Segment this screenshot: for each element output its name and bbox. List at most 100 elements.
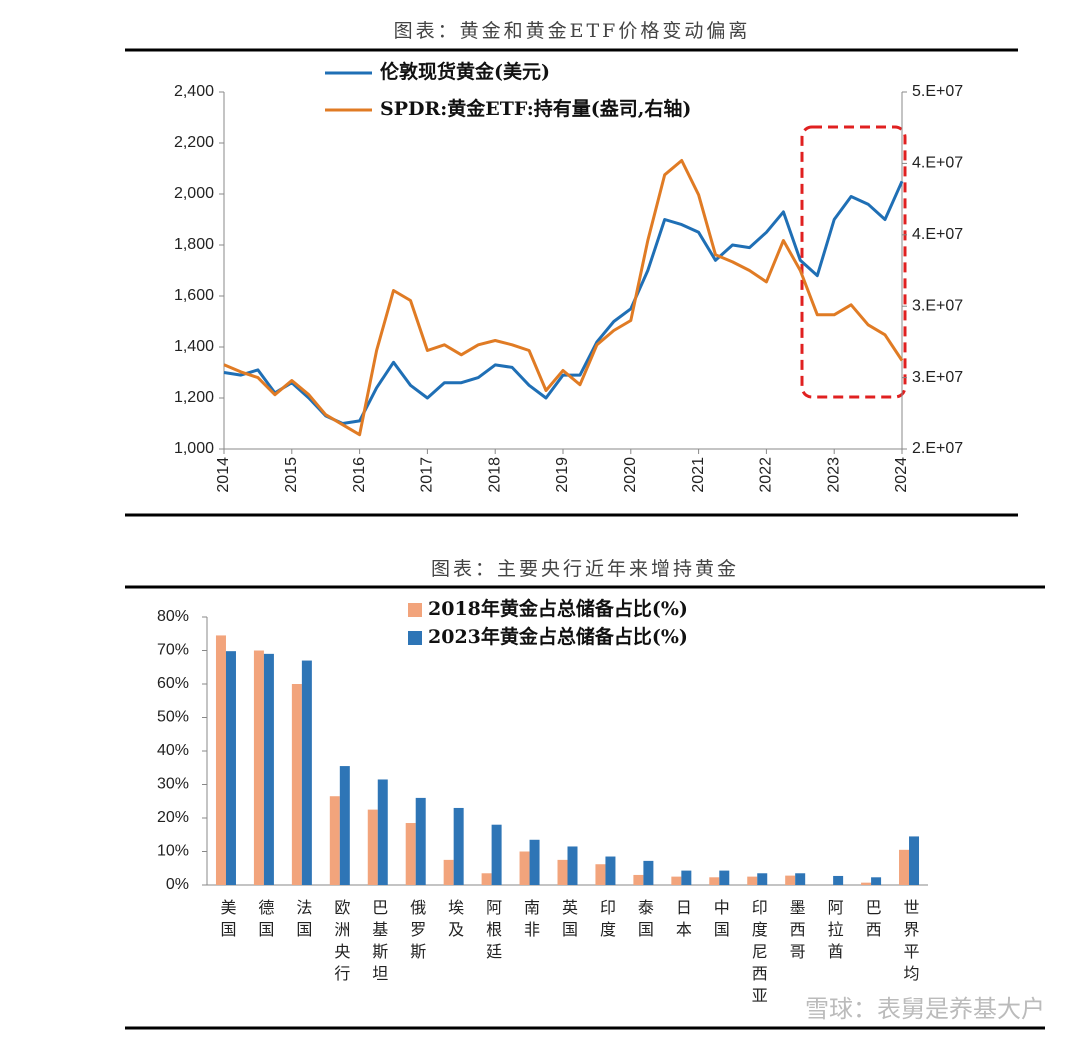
- bar: [871, 877, 882, 885]
- bar: [443, 859, 454, 885]
- x-tick-label: 印度尼西亚: [749, 899, 768, 1009]
- bar: [719, 870, 730, 885]
- legend-label: 伦敦现货黄金(美元): [380, 60, 550, 83]
- bar: [709, 877, 720, 885]
- bar: [757, 873, 768, 885]
- x-tick-label: 阿拉酋: [825, 899, 844, 965]
- y-tick-label: 60%: [157, 675, 189, 692]
- x-tick-label: 俄罗斯: [407, 899, 426, 965]
- bar: [301, 660, 312, 885]
- bar: [405, 823, 416, 885]
- x-tick-label: 2021: [690, 457, 707, 493]
- y2-tick-label: 4.E+07: [912, 155, 963, 172]
- bar: [643, 860, 654, 885]
- legend-swatch: [408, 631, 422, 645]
- chart-title: 图表：黄金和黄金ETF价格变动偏离: [394, 20, 751, 42]
- bar: [253, 650, 264, 885]
- x-tick-label: 2023: [825, 457, 842, 493]
- legend-label: 2023年黄金占总储备占比(%): [428, 625, 688, 648]
- x-tick-label: 2024: [893, 457, 910, 493]
- y-tick-label: 10%: [157, 843, 189, 860]
- x-tick-label: 2022: [758, 457, 775, 493]
- legend-label: SPDR:黄金ETF:持有量(盎司,右轴): [380, 97, 691, 120]
- y-tick-label: 0%: [166, 876, 189, 893]
- bar: [225, 651, 236, 885]
- x-tick-label: 2017: [419, 457, 436, 493]
- bar: [785, 875, 796, 885]
- x-tick-label: 泰国: [635, 899, 654, 943]
- bar: [263, 653, 274, 885]
- y-tick-label: 1,600: [174, 287, 214, 304]
- y-tick-label: 40%: [157, 742, 189, 759]
- bar: [795, 873, 806, 885]
- legend-swatch: [408, 603, 422, 617]
- series-line: [223, 159, 904, 437]
- y2-tick-label: 2.E+07: [912, 440, 963, 457]
- bar: [291, 684, 302, 885]
- bar: [595, 864, 606, 885]
- y-tick-label: 1,000: [174, 440, 214, 457]
- x-tick-label: 德国: [255, 899, 274, 943]
- x-tick-label: 阿根廷: [483, 899, 502, 965]
- watermark: 雪球：表舅是养基大户: [805, 995, 1045, 1023]
- x-tick-label: 墨西哥: [787, 899, 806, 965]
- highlight-box: [800, 125, 907, 399]
- y-tick-label: 1,800: [174, 236, 214, 253]
- x-tick-label: 美国: [217, 899, 236, 943]
- y-tick-label: 2,400: [174, 83, 214, 100]
- bar: [681, 870, 692, 885]
- y2-tick-label: 5.E+07: [912, 83, 963, 100]
- bar: [861, 882, 872, 885]
- x-tick-label: 中国: [711, 899, 730, 943]
- bar: [215, 635, 226, 885]
- x-tick-label: 2016: [351, 457, 368, 493]
- bar: [909, 836, 920, 885]
- y2-tick-label: 3.E+07: [912, 369, 963, 386]
- y-tick-label: 70%: [157, 642, 189, 659]
- bar: [491, 824, 502, 885]
- bar: [367, 809, 378, 885]
- y-tick-label: 30%: [157, 776, 189, 793]
- bar: [633, 874, 644, 885]
- x-tick-label: 2019: [554, 457, 571, 493]
- bar: [481, 873, 492, 885]
- y2-tick-label: 3.E+07: [912, 297, 963, 314]
- x-tick-label: 英国: [559, 899, 578, 943]
- bar: [557, 859, 568, 885]
- y-tick-label: 2,200: [174, 134, 214, 151]
- bar: [339, 766, 350, 885]
- x-tick-label: 2020: [622, 457, 639, 493]
- y-tick-label: 2,000: [174, 185, 214, 202]
- x-tick-label: 世界平均: [901, 899, 920, 987]
- y-tick-label: 50%: [157, 709, 189, 726]
- x-tick-label: 2015: [283, 457, 300, 493]
- bar: [415, 797, 426, 885]
- y-tick-label: 1,400: [174, 338, 214, 355]
- x-tick-label: 印度: [597, 899, 616, 943]
- bar: [377, 779, 388, 885]
- x-tick-label: 南非: [521, 899, 540, 943]
- bar: [605, 856, 616, 885]
- x-tick-label: 巴基斯坦: [369, 899, 388, 987]
- bar: [833, 875, 844, 885]
- bar: [329, 796, 340, 885]
- bar: [529, 839, 540, 885]
- bar: [747, 876, 758, 885]
- chart-title: 图表：主要央行近年来增持黄金: [431, 558, 739, 580]
- x-tick-label: 欧洲央行: [331, 899, 350, 987]
- bar: [567, 846, 578, 885]
- y-tick-label: 20%: [157, 809, 189, 826]
- bar: [899, 849, 910, 885]
- y-tick-label: 1,200: [174, 389, 214, 406]
- x-tick-label: 日本: [673, 899, 692, 943]
- y2-tick-label: 4.E+07: [912, 226, 963, 243]
- x-tick-label: 2014: [215, 457, 232, 493]
- x-tick-label: 2018: [486, 457, 503, 493]
- series-line: [223, 180, 904, 425]
- y-tick-label: 80%: [157, 608, 189, 625]
- bar: [519, 851, 530, 885]
- legend-label: 2018年黄金占总储备占比(%): [428, 597, 688, 620]
- bar: [671, 876, 682, 885]
- x-tick-label: 法国: [293, 899, 312, 943]
